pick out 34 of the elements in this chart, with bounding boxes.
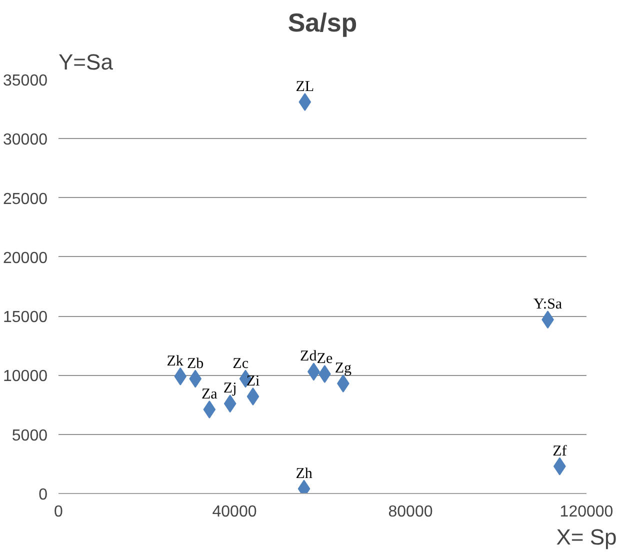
y-tick-label: 10000 [3,368,48,386]
data-label: Zb [187,356,204,372]
y-tick-label: 25000 [3,190,48,208]
data-label: Ze [316,351,333,368]
data-label: Zk [166,353,184,370]
data-label: Zc [232,356,249,372]
point [553,457,566,476]
data-label: Zh [296,466,313,482]
x-axis-title: X= Sp [556,524,617,550]
point [189,370,202,388]
x-tick-label: 40000 [212,504,257,520]
data-label: Zj [223,380,237,397]
data-label: Zg [334,360,352,376]
y-tick-label: 35000 [3,72,48,90]
x-tick-label: 0 [54,504,64,520]
data-label: ZL [296,78,314,95]
data-label: Za [202,386,218,403]
point [298,92,312,111]
point [203,400,216,419]
y-axis-title: Y=Sa [58,50,114,74]
y-tick-label: 30000 [3,132,48,149]
point [174,367,187,386]
point [246,388,260,406]
y-tick-label: 5000 [12,427,48,444]
x-tick-label: 80000 [388,504,433,520]
data-label: Zd [300,348,318,365]
data-label: Y:Sa [533,296,562,313]
y-tick-label: 15000 [3,309,48,326]
point [224,394,236,413]
y-tick-label: 0 [38,486,48,504]
x-tick-label: 120000 [560,504,614,520]
data-label: Zf [552,443,567,460]
chart-title: Sa/sp [288,8,358,38]
y-tick-label: 20000 [3,250,48,267]
